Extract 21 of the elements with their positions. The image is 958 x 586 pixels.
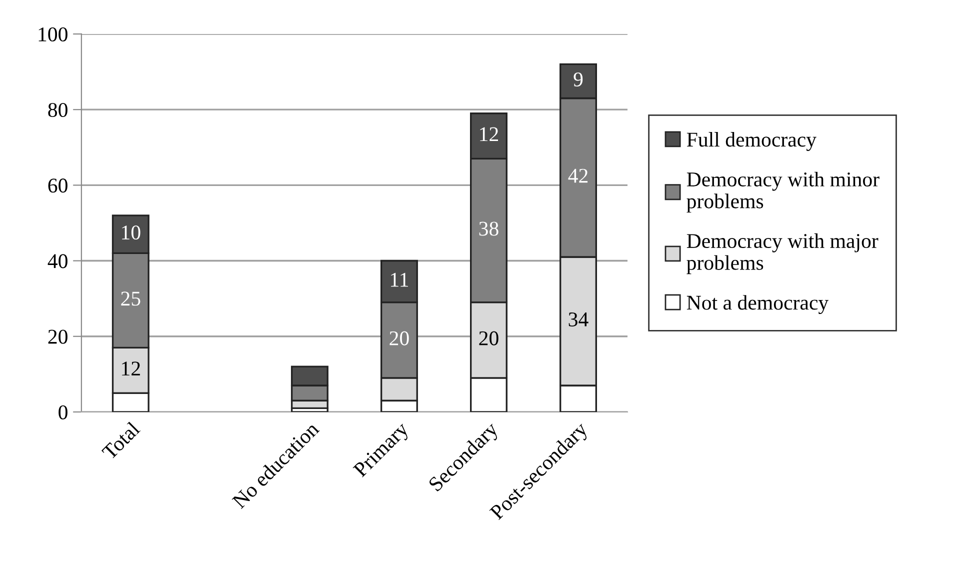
y-tick-label: 100 — [38, 27, 68, 42]
data-label: 12 — [122, 362, 140, 376]
y-tick-label: 60 — [48, 178, 68, 193]
data-label: 42 — [568, 168, 588, 183]
data-label: 34 — [568, 312, 588, 326]
legend-label: Democracy with minor problems — [686, 172, 880, 213]
data-label: 25 — [121, 292, 140, 306]
legend-label: Democracy with major problems — [686, 233, 878, 274]
legend-label: Not a democracy — [686, 295, 829, 314]
data-label: 38 — [479, 222, 498, 236]
data-label: 12 — [480, 127, 498, 142]
data-label: 20 — [479, 331, 498, 346]
y-tick-label: 20 — [48, 330, 68, 344]
y-tick-label: 80 — [48, 102, 68, 118]
legend-label: Full democracy — [686, 132, 816, 151]
data-label: 20 — [390, 331, 409, 346]
y-tick-label: 0 — [58, 405, 68, 420]
data-label: 11 — [391, 272, 408, 287]
data-label: 9 — [574, 72, 583, 86]
data-label: 10 — [122, 225, 140, 240]
y-tick-label: 40 — [48, 254, 68, 268]
